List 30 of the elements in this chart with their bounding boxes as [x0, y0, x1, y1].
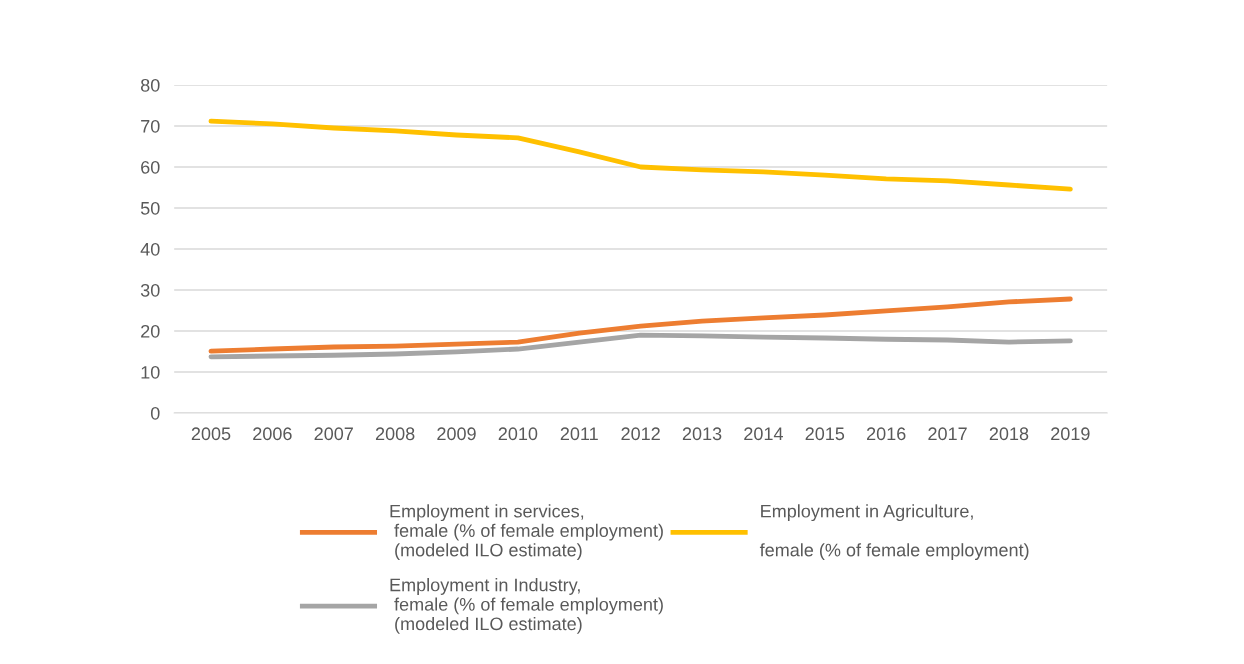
y-tick-label: 20	[141, 324, 160, 338]
x-tick-label: 2005	[191, 427, 231, 441]
x-tick-label: 2019	[1051, 427, 1090, 441]
y-tick-label: 10	[141, 365, 160, 379]
text: Employment in Agriculture, female (% of female employment)	[759, 504, 1029, 561]
line-series	[208, 332, 1073, 360]
x-tick-label: 2017	[928, 427, 967, 441]
y-tick-label: 50	[140, 201, 160, 215]
x-tick-label: 2008	[375, 427, 415, 441]
x-tick-label: 2011	[560, 427, 598, 441]
x-tick-label: 2010	[498, 427, 538, 441]
legend-label: Employment in Industry, female (% of female employment) (modeled ILO estimate)	[390, 578, 663, 634]
y-tick-label: 0	[150, 406, 160, 420]
y-tick-label: 80	[140, 78, 160, 92]
x-tick-label: 2015	[805, 427, 845, 441]
x-tick-label: 2009	[437, 427, 476, 441]
legend-label: Employment in services, female (% of female employment) (modeled ILO estimate)	[390, 504, 663, 561]
x-tick-label: 2016	[867, 427, 906, 441]
x-tick-label: 2012	[621, 427, 660, 441]
y-tick-label: 60	[141, 160, 160, 174]
x-tick-label: 2014	[744, 427, 783, 441]
x-tick-label: 2006	[253, 427, 292, 441]
line-series	[208, 296, 1073, 354]
y-tick-label: 70	[141, 119, 160, 133]
y-tick-label: 30	[140, 283, 160, 297]
y-tick-label: 40	[140, 242, 160, 256]
x-tick-label: 2013	[682, 427, 722, 441]
line-series	[208, 118, 1073, 192]
x-tick-label: 2018	[989, 427, 1029, 441]
x-tick-label: 2007	[314, 427, 353, 441]
